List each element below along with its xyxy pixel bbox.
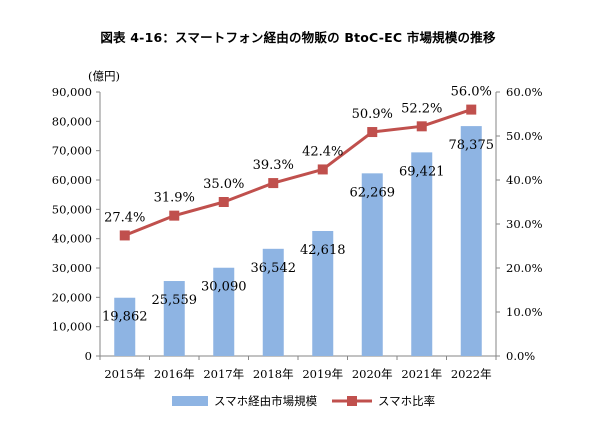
bar: [262, 248, 284, 356]
bar: [213, 267, 235, 356]
bar: [460, 126, 482, 356]
line-point: [367, 127, 378, 138]
line-point: [218, 197, 229, 207]
y-unit-label: (億円): [88, 69, 120, 83]
legend-bar-swatch: [172, 396, 208, 406]
bar: [114, 297, 136, 356]
line-data-label: 35.0%: [203, 177, 244, 192]
y-right-tick-label: 50.0%: [506, 129, 543, 143]
y-right-tick-label: 10.0%: [506, 305, 543, 319]
y-right-tick-label: 60.0%: [506, 85, 543, 99]
x-tick-label: 2018年: [253, 367, 294, 381]
line-data-label: 56.0%: [451, 85, 492, 100]
line-point: [169, 210, 180, 221]
y-right-tick-label: 0.0%: [506, 349, 535, 363]
line-point: [416, 121, 427, 132]
y-left-tick-label: 50,000: [52, 202, 92, 216]
x-tick-label: 2019年: [302, 367, 343, 381]
y-left-tick-label: 90,000: [52, 85, 92, 99]
chart-title: 図表 4-16：スマートフォン経由の物販の BtoC-EC 市場規模の推移: [100, 30, 496, 45]
y-right-tick-label: 40.0%: [506, 173, 543, 187]
line-point: [119, 230, 130, 241]
y-left-tick-label: 20,000: [52, 290, 92, 304]
bar-data-label: 69,421: [399, 164, 445, 179]
y-right-tick-label: 20.0%: [506, 261, 543, 275]
bar-data-label: 42,618: [300, 243, 346, 258]
x-tick-label: 2015年: [104, 367, 145, 381]
line-data-label: 31.9%: [154, 191, 195, 206]
x-tick-label: 2021年: [401, 367, 442, 381]
line-point: [466, 104, 477, 115]
bar-data-label: 62,269: [350, 185, 396, 200]
bar-data-label: 78,375: [449, 138, 495, 153]
line-data-label: 42.4%: [302, 144, 343, 159]
x-tick-label: 2016年: [154, 367, 195, 381]
bar: [312, 230, 334, 356]
line-point: [317, 164, 328, 175]
bar: [163, 281, 185, 356]
line-point: [268, 178, 279, 189]
bar: [361, 173, 383, 356]
x-tick-label: 2017年: [203, 367, 244, 381]
line-data-label: 50.9%: [352, 107, 393, 122]
line-series: [124, 108, 472, 237]
y-left-tick-label: 10,000: [52, 320, 92, 334]
bar-data-label: 19,862: [102, 310, 148, 325]
y-left-tick-label: 40,000: [52, 232, 92, 246]
line-data-label: 39.3%: [253, 158, 294, 173]
legend-line-label: スマホ比率: [378, 394, 435, 408]
bar: [411, 152, 433, 356]
bar-data-label: 36,542: [251, 261, 297, 276]
y-left-tick-label: 60,000: [52, 173, 92, 187]
line-data-label: 27.4%: [104, 210, 145, 225]
y-left-tick-label: 70,000: [52, 144, 92, 158]
legend-bar-label: スマホ経由市場規模: [214, 394, 318, 408]
y-right-tick-label: 30.0%: [506, 217, 543, 231]
y-left-tick-label: 30,000: [52, 261, 92, 275]
x-tick-label: 2022年: [451, 367, 492, 381]
legend-line-marker: [347, 396, 357, 406]
bar-data-label: 30,090: [201, 280, 247, 295]
y-left-tick-label: 0: [85, 349, 92, 363]
bar-data-label: 25,559: [152, 293, 198, 308]
line-data-label: 52.2%: [401, 101, 442, 116]
x-tick-label: 2020年: [352, 367, 393, 381]
y-left-tick-label: 80,000: [52, 114, 92, 128]
